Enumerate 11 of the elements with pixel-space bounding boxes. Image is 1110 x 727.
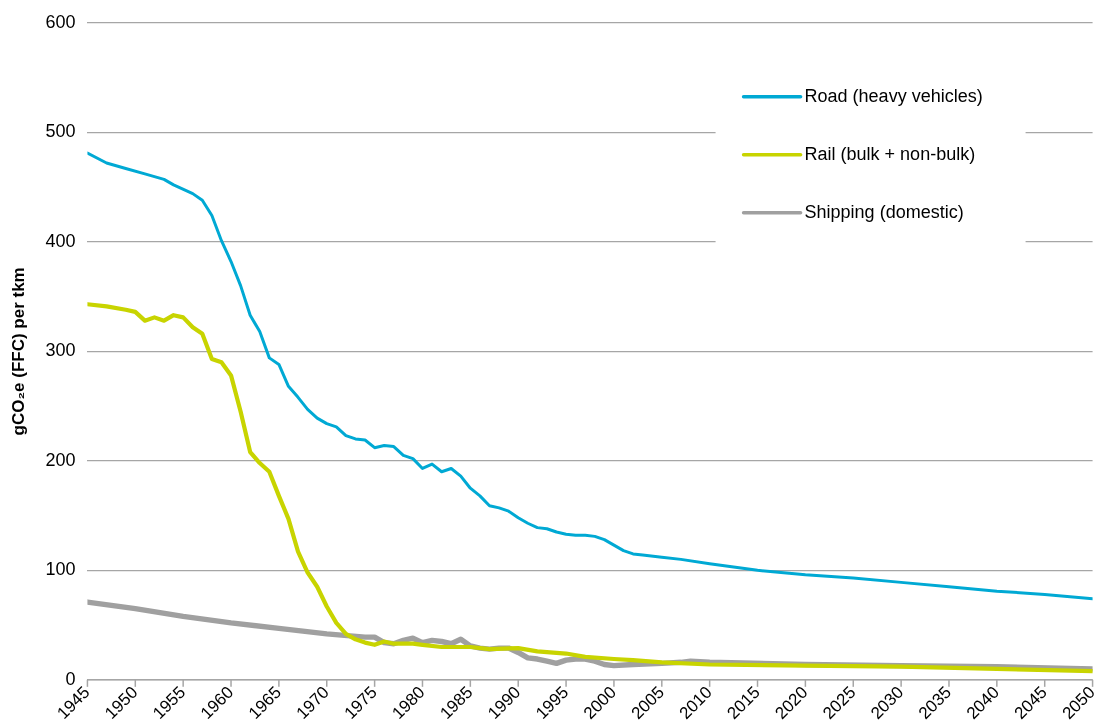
y-tick-label: 200 bbox=[45, 449, 76, 470]
legend-label: Rail (bulk + non-bulk) bbox=[804, 143, 976, 164]
y-tick-label: 100 bbox=[45, 559, 76, 580]
y-tick-label: 0 bbox=[65, 668, 76, 689]
y-tick-label: 300 bbox=[45, 340, 76, 361]
y-tick-label: 600 bbox=[45, 11, 76, 32]
y-axis-title: gCO₂e (FFC) per tkm bbox=[8, 267, 28, 436]
legend-label: Road (heavy vehicles) bbox=[804, 85, 983, 106]
y-tick-label: 400 bbox=[45, 230, 76, 251]
y-tick-label: 500 bbox=[45, 121, 76, 142]
legend-label: Shipping (domestic) bbox=[804, 201, 964, 222]
